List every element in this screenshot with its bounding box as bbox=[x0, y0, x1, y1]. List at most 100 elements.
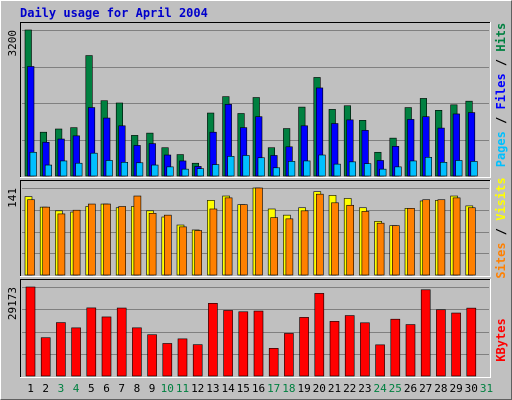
day-label-31: 31 bbox=[480, 382, 493, 395]
kbytes-bar-day-5 bbox=[86, 307, 97, 377]
sites-bar-day-17 bbox=[270, 217, 279, 276]
day-label-8: 8 bbox=[134, 382, 141, 395]
kbytes-bar-day-1 bbox=[25, 286, 36, 377]
kbytes-bar-day-30 bbox=[466, 307, 477, 377]
day-label-12: 12 bbox=[191, 382, 204, 395]
pages-bar-day-24 bbox=[379, 168, 387, 177]
day-label-23: 23 bbox=[358, 382, 371, 395]
day-label-30: 30 bbox=[465, 382, 478, 395]
pages-bar-day-22 bbox=[348, 161, 357, 177]
side-label-visits-sites-part-1: / bbox=[494, 221, 508, 243]
side-label-hits-files-pages-part-3: / bbox=[494, 52, 508, 74]
pages-bar-day-3 bbox=[60, 160, 68, 177]
kbytes-bar-day-10 bbox=[162, 343, 173, 377]
pages-bar-day-21 bbox=[333, 163, 341, 177]
pages-bar-day-18 bbox=[288, 161, 296, 177]
pages-bar-day-14 bbox=[227, 156, 235, 177]
panel-border-dark bbox=[20, 180, 491, 277]
pages-bar-day-6 bbox=[105, 160, 113, 177]
kbytes-bar-day-9 bbox=[147, 334, 157, 377]
pages-bar-day-16 bbox=[257, 157, 265, 177]
sites-bar-day-1 bbox=[27, 199, 35, 276]
sites-bar-day-27 bbox=[422, 199, 431, 276]
kbytes-bar-day-24 bbox=[375, 344, 385, 377]
kbytes-bar-day-4 bbox=[71, 327, 81, 377]
day-label-18: 18 bbox=[282, 382, 295, 395]
panel-border-dark bbox=[20, 22, 491, 178]
sites-bar-day-3 bbox=[57, 213, 66, 276]
kbytes-bar-day-28 bbox=[436, 309, 446, 377]
sites-bar-day-29 bbox=[452, 197, 461, 276]
sites-bar-day-14 bbox=[224, 197, 233, 276]
panel-kbytes: 29173 bbox=[6, 279, 491, 378]
day-label-26: 26 bbox=[404, 382, 417, 395]
pages-bar-day-7 bbox=[120, 162, 128, 177]
side-label-hits-files-pages-part-2: Files bbox=[494, 73, 508, 109]
side-label-kbytes: KBytes bbox=[494, 318, 508, 361]
side-label-visits-sites-part-0: Sites bbox=[494, 242, 508, 278]
pages-bar-day-13 bbox=[212, 164, 220, 177]
panel-border-dark bbox=[20, 279, 491, 378]
day-label-14: 14 bbox=[221, 382, 235, 395]
kbytes-bar-day-17 bbox=[268, 348, 279, 377]
kbytes-bar-day-21 bbox=[329, 321, 340, 377]
sites-bar-day-20 bbox=[315, 193, 324, 276]
sites-bar-day-24 bbox=[376, 222, 385, 276]
sites-bar-day-12 bbox=[194, 230, 202, 276]
sites-bar-day-5 bbox=[88, 203, 96, 276]
kbytes-bar-day-22 bbox=[344, 315, 355, 377]
day-label-9: 9 bbox=[149, 382, 156, 395]
pages-bar-day-4 bbox=[75, 162, 83, 177]
day-label-24: 24 bbox=[373, 382, 387, 395]
day-label-13: 13 bbox=[206, 382, 219, 395]
sites-bar-day-11 bbox=[179, 226, 187, 276]
sites-bar-day-15 bbox=[240, 204, 248, 276]
side-label-kbytes-part-0: KBytes bbox=[494, 318, 508, 361]
y-max-label: 29173 bbox=[6, 287, 19, 320]
day-axis-labels: 1 2 3 4 5 6 7 8 9 10 11 12 13 14 15 16 17 18 19 20 21 22 23 24 2… bbox=[27, 382, 493, 395]
day-label-2: 2 bbox=[42, 382, 49, 395]
sites-bar-day-23 bbox=[361, 211, 370, 276]
day-label-5: 5 bbox=[88, 382, 95, 395]
day-label-21: 21 bbox=[328, 382, 341, 395]
day-label-16: 16 bbox=[252, 382, 265, 395]
y-max-label: 3200 bbox=[6, 30, 19, 57]
pages-bar-day-2 bbox=[44, 164, 53, 177]
pages-bar-day-27 bbox=[424, 156, 433, 177]
kbytes-bar-day-7 bbox=[116, 307, 127, 377]
pages-bar-day-28 bbox=[440, 162, 448, 177]
kbytes-bar-day-18 bbox=[284, 333, 294, 377]
side-label-hits-files-pages-part-0: Pages bbox=[494, 131, 508, 167]
day-label-6: 6 bbox=[103, 382, 110, 395]
pages-bar-day-8 bbox=[136, 162, 144, 177]
y-max-label: 141 bbox=[6, 188, 19, 208]
kbytes-bar-day-11 bbox=[177, 338, 188, 377]
kbytes-bar-day-8 bbox=[132, 327, 142, 377]
kbytes-bar-day-25 bbox=[390, 318, 401, 377]
day-label-29: 29 bbox=[449, 382, 462, 395]
day-label-19: 19 bbox=[297, 382, 310, 395]
sites-bar-day-8 bbox=[133, 195, 142, 276]
sites-bar-day-7 bbox=[118, 206, 126, 276]
pages-bar-day-25 bbox=[394, 166, 402, 177]
panel-hits-files-pages: 3200 bbox=[6, 22, 491, 178]
sites-bar-day-9 bbox=[148, 212, 157, 276]
pages-bar-day-19 bbox=[303, 160, 311, 177]
kbytes-bar-day-13 bbox=[208, 303, 218, 377]
kbytes-bar-day-3 bbox=[56, 322, 66, 377]
sites-bar-day-25 bbox=[391, 225, 400, 276]
day-label-4: 4 bbox=[73, 382, 80, 395]
day-label-22: 22 bbox=[343, 382, 356, 395]
series-side-labels: Pages / Files / Hits Sites / Visits KBytes bbox=[494, 23, 508, 362]
kbytes-bar-day-27 bbox=[420, 289, 431, 377]
kbytes-bar-day-2 bbox=[40, 337, 51, 377]
pages-bar-day-11 bbox=[181, 168, 189, 177]
sites-bar-day-30 bbox=[467, 207, 476, 276]
pages-bar-day-15 bbox=[242, 155, 250, 177]
sites-bar-day-19 bbox=[300, 210, 309, 276]
day-label-11: 11 bbox=[176, 382, 189, 395]
sites-bar-day-13 bbox=[209, 208, 218, 276]
sites-bar-day-10 bbox=[164, 214, 172, 276]
sites-bar-day-16 bbox=[255, 187, 263, 276]
